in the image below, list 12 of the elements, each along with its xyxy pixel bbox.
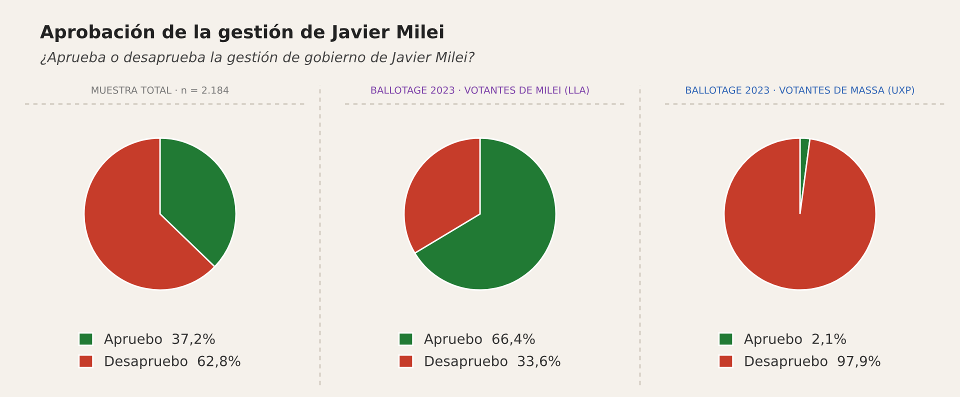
legend-label: Desapruebo 97,9% (745, 356, 880, 369)
legend-label: Apruebo 66,4% (424, 333, 535, 347)
chart-title: BALLOTAGE 2023 · VOTANTES DE MILEI (LLA) (371, 86, 589, 95)
legend-label: Apruebo 37,2% (104, 333, 215, 347)
chart-title: BALLOTAGE 2023 · VOTANTES DE MASSA (UXP) (686, 86, 914, 95)
legend-label: Desapruebo 62,8% (105, 356, 240, 369)
legend-label: Apruebo 2,1% (744, 333, 846, 347)
text: ¿Aprueba o desaprueba la gestión de gobierno de Javier Milei? (40, 51, 475, 65)
chart-title: MUESTRA TOTAL · n = 2.184 (92, 86, 229, 94)
pie-slice (723, 137, 877, 291)
text: Aprobación de la gestión de Javier Milei (40, 24, 444, 42)
legend-label: Desapruebo 33,6% (425, 356, 560, 369)
